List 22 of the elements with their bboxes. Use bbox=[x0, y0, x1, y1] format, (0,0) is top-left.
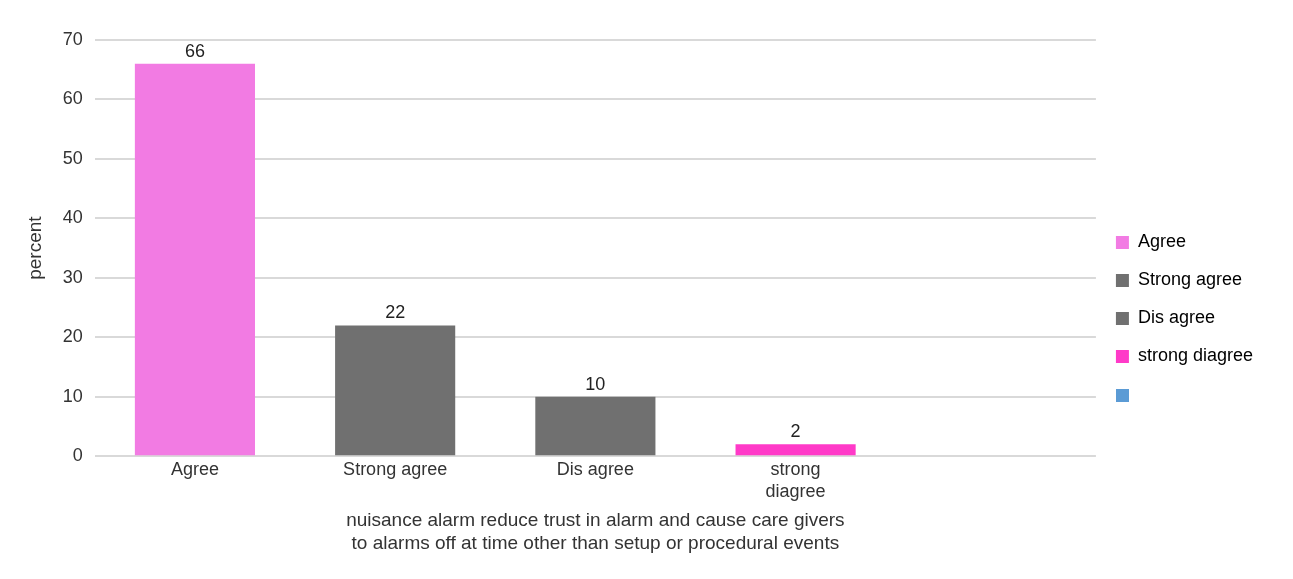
y-tick-label: 30 bbox=[62, 266, 83, 287]
y-tick-label: 0 bbox=[72, 445, 83, 466]
y-tick-label: 60 bbox=[62, 88, 83, 109]
data-label: 66 bbox=[184, 40, 205, 61]
legend-label: Strong agree bbox=[1137, 269, 1242, 290]
x-tick-label: Strong agree bbox=[343, 458, 448, 479]
y-tick-label: 50 bbox=[62, 147, 83, 168]
x-tick-label: Dis agree bbox=[556, 458, 634, 479]
x-tick-label: strong diagree bbox=[765, 458, 826, 501]
legend-label: Agree bbox=[1137, 231, 1186, 252]
y-tick-label: 70 bbox=[62, 28, 83, 49]
y-tick-label: 10 bbox=[62, 385, 83, 406]
data-label: 22 bbox=[385, 302, 406, 323]
x-tick-label: Agree bbox=[170, 458, 219, 479]
legend-label: strong diagree bbox=[1137, 345, 1253, 366]
data-label: 2 bbox=[790, 421, 801, 442]
data-label: 10 bbox=[585, 373, 606, 394]
y-axis-title: percent bbox=[23, 215, 45, 280]
y-tick-label: 40 bbox=[62, 207, 83, 228]
y-tick-label: 20 bbox=[62, 326, 83, 347]
x-axis-title: nuisance alarm reduce trust in alarm and cause care givers to alarms off at time other than setup or procedural events bbox=[346, 509, 845, 553]
legend-label: Dis agree bbox=[1137, 307, 1215, 328]
